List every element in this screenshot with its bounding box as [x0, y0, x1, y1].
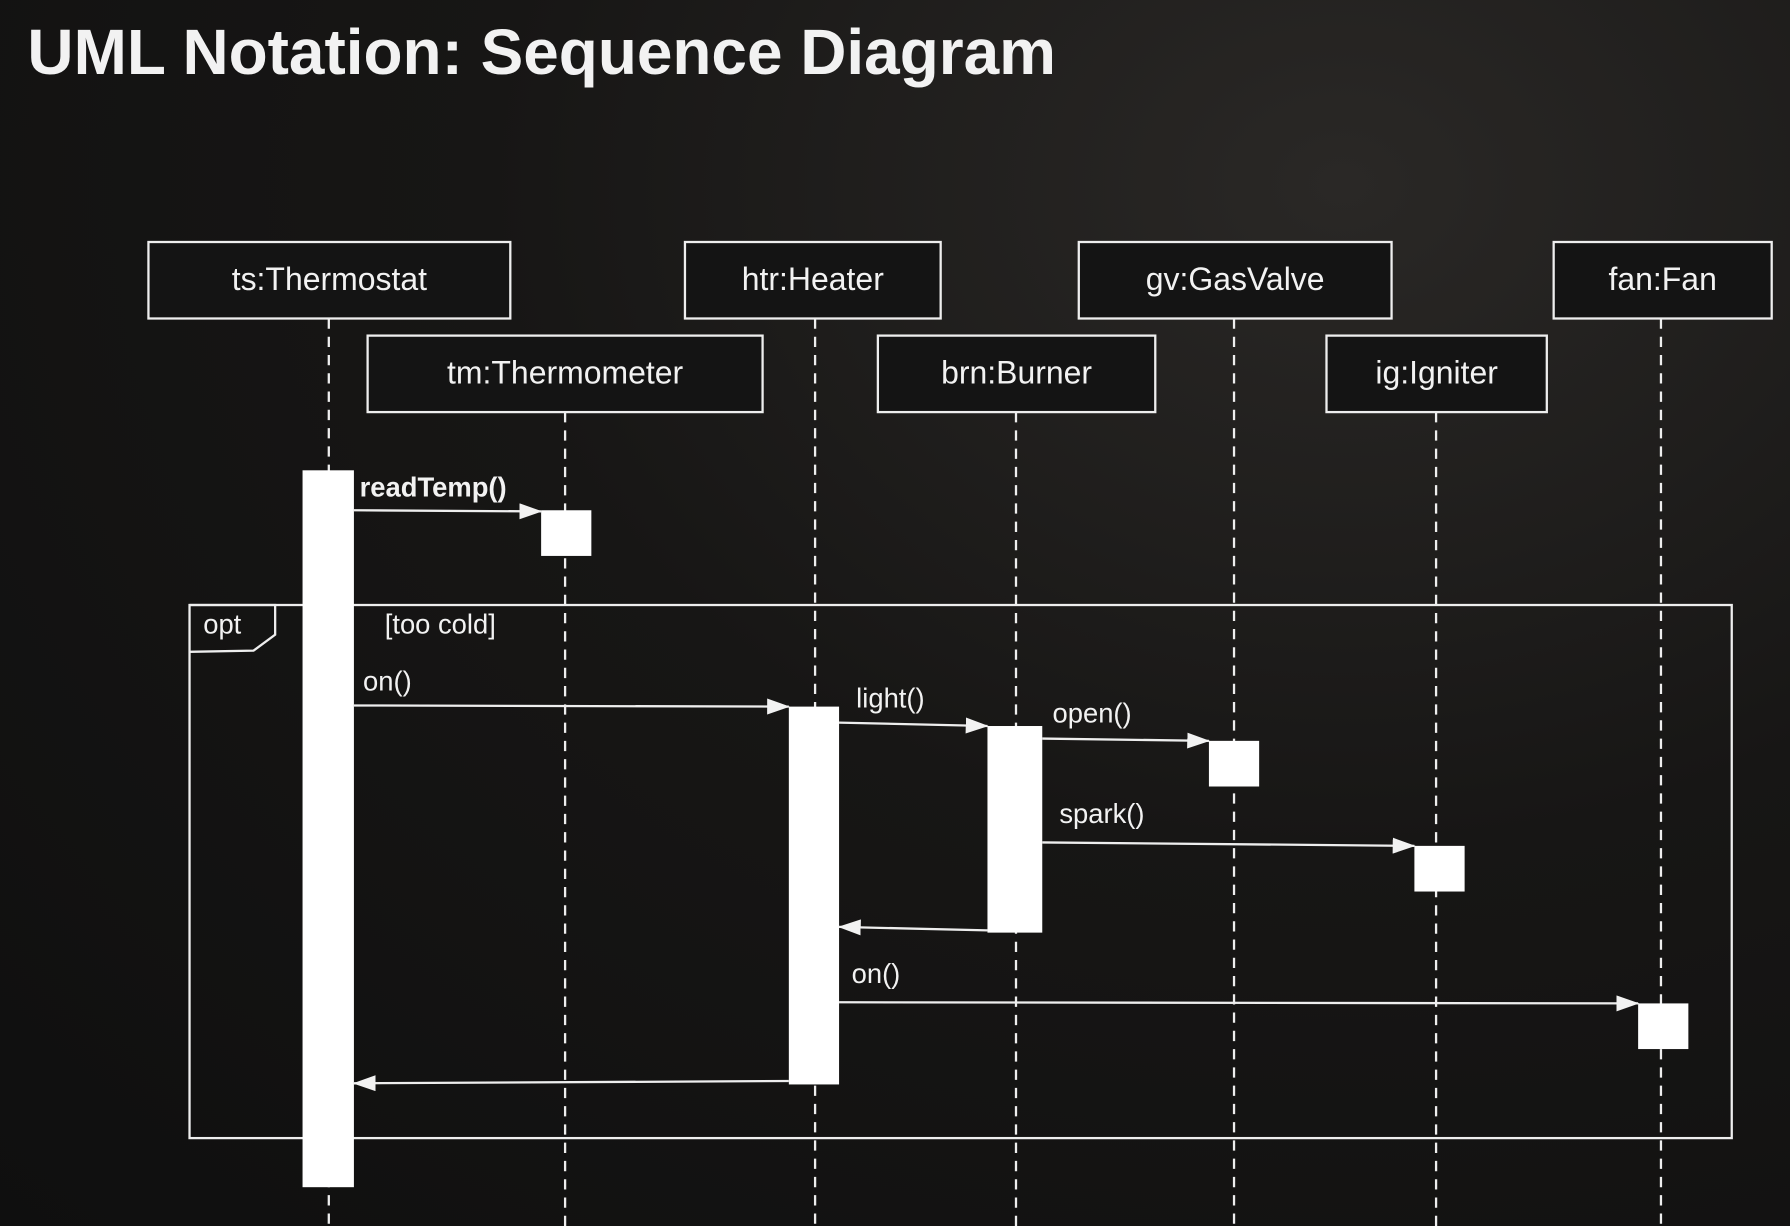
message-htr-to-brn: light() — [839, 683, 989, 734]
lifeline-label: htr:Heater — [742, 261, 884, 297]
lifeline-label: ig:Igniter — [1375, 355, 1498, 391]
lifeline-head — [366, 334, 764, 414]
lifeline-label: fan:Fan — [1608, 261, 1716, 297]
message-arrow — [353, 503, 543, 520]
message-label: readTemp() — [360, 472, 507, 503]
message-htr-to-fan: on() — [839, 958, 1640, 1012]
activation-bar — [987, 726, 1043, 933]
message-brn-to-gv: open() — [1042, 698, 1211, 749]
activation-bar — [1208, 740, 1260, 787]
lifeline-head — [876, 334, 1157, 414]
lifeline-fan: fan:Fan — [1552, 240, 1773, 1226]
lifeline-label: brn:Burner — [941, 355, 1092, 391]
activation-bar — [541, 510, 592, 556]
message-ts-to-tm: readTemp() — [353, 472, 543, 520]
fragment-tab — [189, 603, 277, 653]
message-label: spark() — [1059, 798, 1144, 829]
activation-bar — [302, 470, 354, 1188]
lifeline-tm: tm:Thermometer — [366, 334, 764, 1226]
fragment-operator: opt — [203, 609, 241, 640]
message-ts-to-htr: on() — [353, 666, 790, 715]
lifeline-head — [1552, 240, 1773, 320]
message-arrow — [839, 995, 1640, 1012]
message-arrow — [352, 1075, 789, 1092]
message-arrow — [837, 919, 988, 936]
lifeline-gv: gv:GasValve — [1077, 240, 1393, 1226]
message-label: light() — [856, 683, 924, 714]
lifeline-head — [147, 240, 512, 320]
message-label: open() — [1053, 698, 1132, 729]
lifeline-head — [1325, 334, 1548, 414]
lifeline-label: tm:Thermometer — [447, 355, 683, 391]
lifeline-ig: ig:Igniter — [1325, 334, 1548, 1226]
message-arrow — [1042, 837, 1416, 854]
return-message-htr-to-ts — [352, 1075, 789, 1092]
message-label: on() — [852, 958, 901, 989]
message-arrow — [839, 717, 989, 734]
activation-bar — [1638, 1003, 1689, 1050]
lifeline-ts: ts:Thermostat — [147, 240, 512, 1226]
message-arrow — [353, 698, 790, 715]
lifeline-label: ts:Thermostat — [232, 261, 427, 297]
page-title: UML Notation: Sequence Diagram — [27, 16, 1056, 88]
lifeline-head — [1077, 240, 1393, 320]
fragment-guard: [too cold] — [385, 609, 496, 640]
lifeline-head — [683, 240, 942, 320]
message-label: on() — [363, 666, 412, 697]
return-message-brn-to-htr — [837, 919, 988, 936]
message-brn-to-ig: spark() — [1042, 798, 1416, 854]
message-arrow — [1042, 732, 1211, 749]
lifeline-label: gv:GasValve — [1146, 261, 1325, 297]
activation-bar — [1414, 845, 1465, 892]
activation-bar — [788, 706, 840, 1085]
opt-fragment: opt [too cold] — [188, 603, 1733, 1140]
